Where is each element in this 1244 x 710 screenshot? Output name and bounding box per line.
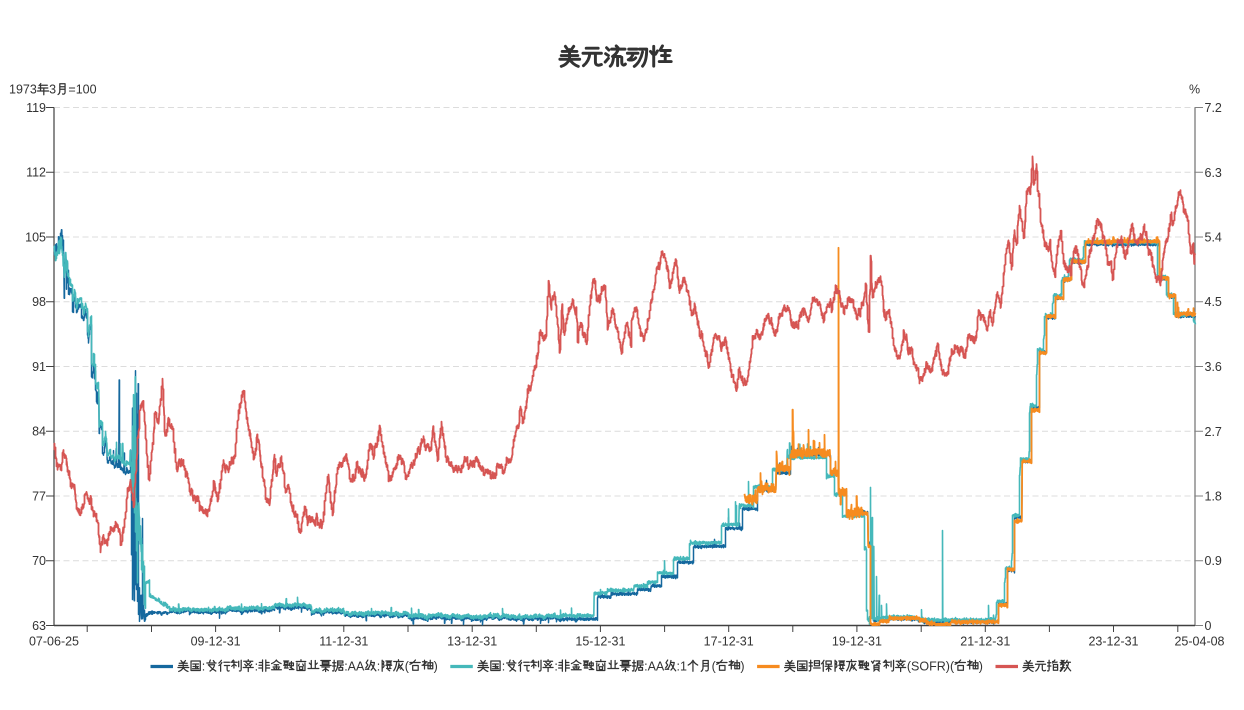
svg-text:15-12-31: 15-12-31 [575,635,625,649]
svg-text:1973: 1973 [9,83,37,97]
svg-text:(: ( [405,659,410,673]
svg-text:77: 77 [32,489,46,503]
svg-text:112: 112 [26,166,46,180]
svg-text:): ) [740,659,744,673]
svg-text:): ) [434,659,438,673]
svg-text:4.5: 4.5 [1205,295,1222,309]
svg-text:7.2: 7.2 [1205,101,1222,115]
svg-text::: : [255,659,258,673]
svg-text:6.3: 6.3 [1205,166,1222,180]
svg-text:91: 91 [32,360,46,374]
svg-text:105: 105 [25,230,46,244]
svg-text::AA: :AA [644,659,665,673]
svg-text:%: % [1189,83,1200,97]
svg-text:(: ( [712,659,717,673]
svg-text:11-12-31: 11-12-31 [319,635,368,649]
svg-text:(SOFR)(: (SOFR)( [907,659,955,673]
svg-text:21-12-31: 21-12-31 [960,635,1010,649]
svg-text::1: :1 [677,659,687,673]
svg-text:25-04-08: 25-04-08 [1174,635,1224,649]
svg-text:3.6: 3.6 [1205,360,1222,374]
svg-text::: : [377,659,380,673]
svg-text:98: 98 [32,295,46,309]
svg-text:=100: =100 [68,83,96,97]
svg-text:84: 84 [32,425,46,439]
svg-text:3: 3 [49,83,56,97]
svg-text:70: 70 [32,554,46,568]
svg-text:1.8: 1.8 [1205,490,1222,504]
svg-text:63: 63 [32,619,46,633]
svg-text::: : [202,659,205,673]
svg-text:): ) [979,659,983,673]
svg-text:0: 0 [1205,619,1212,633]
svg-text:19-12-31: 19-12-31 [832,635,882,649]
svg-text::: : [502,659,505,673]
svg-text:0.9: 0.9 [1205,554,1222,568]
svg-text:09-12-31: 09-12-31 [191,635,241,649]
svg-text::AA: :AA [344,659,365,673]
svg-text:2.7: 2.7 [1205,425,1222,439]
svg-text:07-06-25: 07-06-25 [29,635,79,649]
svg-text::: : [554,659,557,673]
svg-text:23-12-31: 23-12-31 [1088,635,1138,649]
svg-text:17-12-31: 17-12-31 [704,635,754,649]
svg-text:5.4: 5.4 [1205,231,1222,245]
svg-text:13-12-31: 13-12-31 [447,635,497,649]
svg-text:119: 119 [26,101,46,115]
